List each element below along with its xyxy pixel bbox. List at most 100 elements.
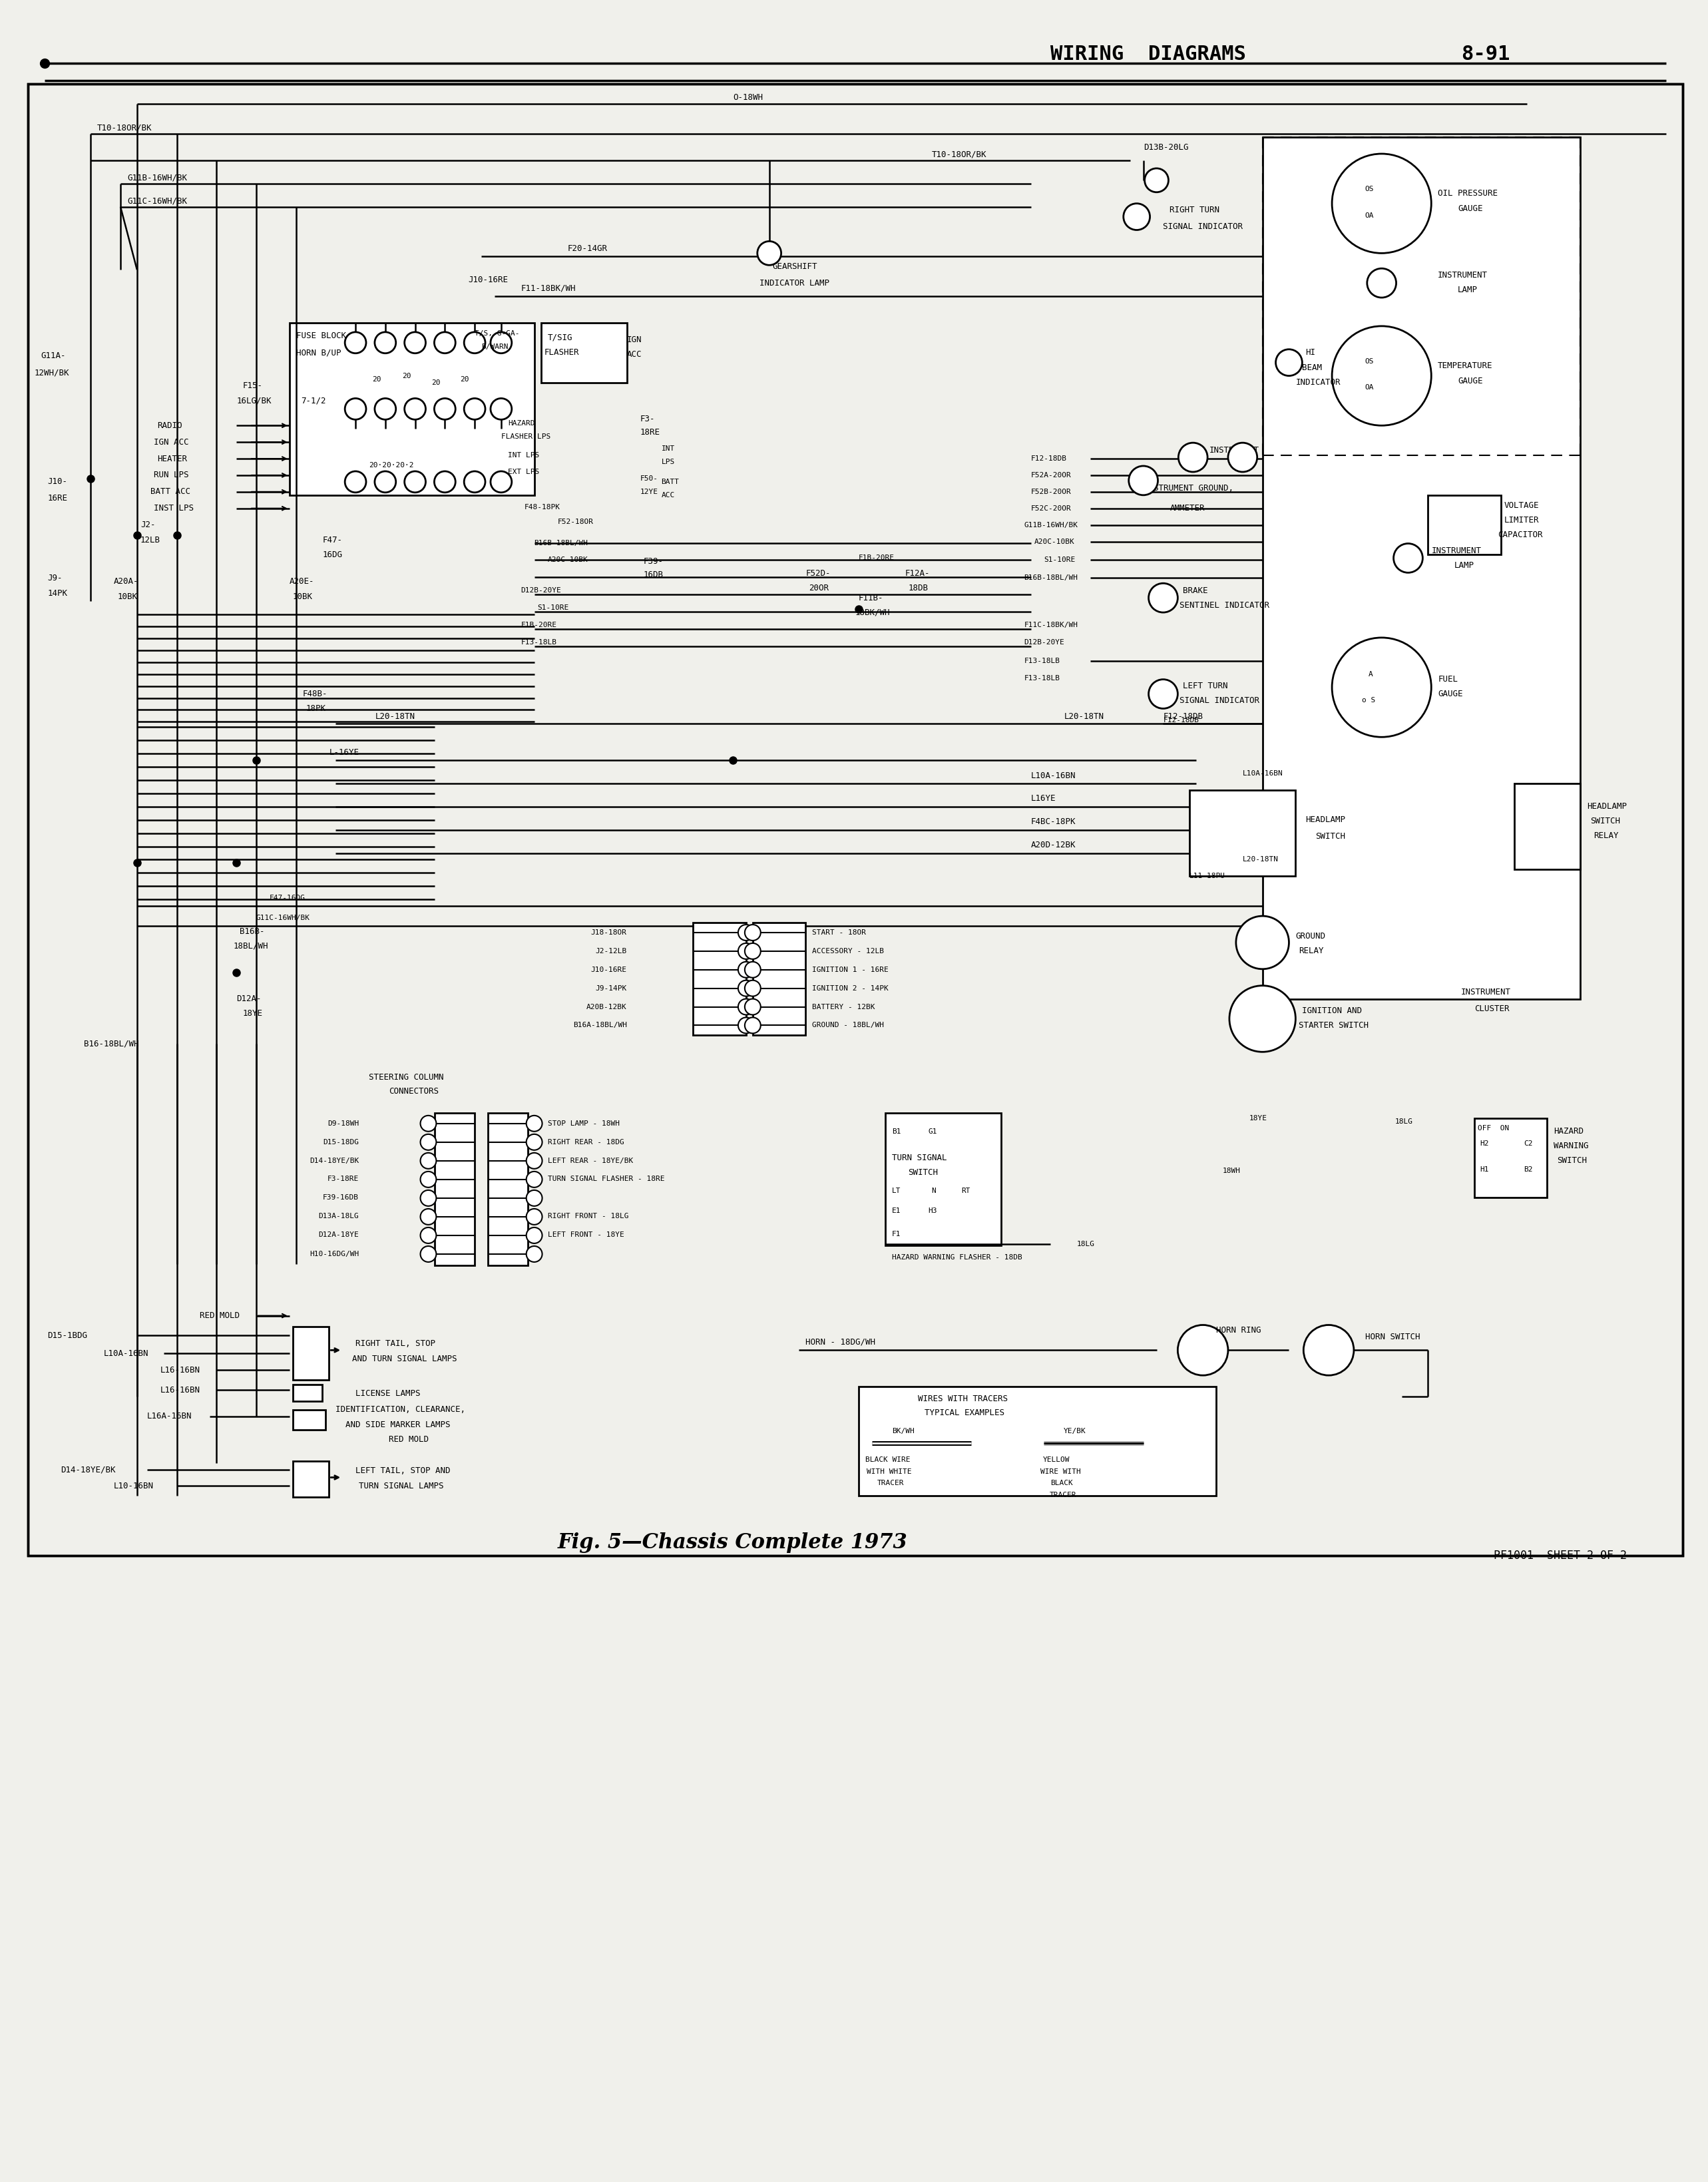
Text: IGN: IGN [627, 336, 642, 345]
Text: H2: H2 [1479, 1139, 1489, 1148]
Text: WIRES WITH TRACERS: WIRES WITH TRACERS [919, 1394, 1008, 1403]
Circle shape [405, 399, 425, 419]
Text: F1: F1 [892, 1231, 900, 1237]
Circle shape [434, 471, 456, 493]
Text: LEFT FRONT - 18YE: LEFT FRONT - 18YE [548, 1231, 623, 1237]
Text: PF1001  SHEET 2 OF 2: PF1001 SHEET 2 OF 2 [1494, 1549, 1628, 1562]
Text: L10A-16BN: L10A-16BN [1243, 770, 1283, 777]
Bar [1474, 1117, 1547, 1198]
Text: HI: HI [1305, 349, 1315, 358]
Text: BATTERY - 12BK: BATTERY - 12BK [813, 1004, 874, 1010]
Text: F15-: F15- [243, 382, 263, 391]
Text: YELLOW: YELLOW [1042, 1455, 1069, 1462]
Text: 18PK: 18PK [306, 705, 326, 714]
Text: AND TURN SIGNAL LAMPS: AND TURN SIGNAL LAMPS [352, 1355, 458, 1364]
Text: A20C-10BK: A20C-10BK [1033, 539, 1074, 546]
Text: G11B-16WH/BK: G11B-16WH/BK [126, 172, 186, 181]
Bar [27, 85, 1682, 1556]
Text: HORN RING: HORN RING [1216, 1327, 1261, 1335]
Circle shape [1276, 349, 1301, 375]
Text: T/SIG: T/SIG [548, 334, 572, 343]
Text: 7-1/2: 7-1/2 [301, 397, 326, 406]
Circle shape [420, 1246, 436, 1261]
Circle shape [1124, 203, 1149, 229]
Bar [859, 1386, 1216, 1497]
Text: STEERING COLUMN: STEERING COLUMN [369, 1074, 444, 1082]
Text: INSTRUMENT: INSTRUMENT [1431, 546, 1481, 554]
Circle shape [1228, 443, 1257, 471]
Text: GROUND - 18BL/WH: GROUND - 18BL/WH [813, 1021, 885, 1028]
Text: 10BK: 10BK [118, 591, 137, 600]
Text: F11-18BK/WH: F11-18BK/WH [521, 284, 576, 292]
Text: LEFT REAR - 18YE/BK: LEFT REAR - 18YE/BK [548, 1156, 634, 1163]
Text: J10-: J10- [48, 478, 68, 487]
Text: 18YE: 18YE [1249, 1115, 1267, 1122]
Text: 16RE: 16RE [48, 493, 68, 502]
Text: F11B-: F11B- [859, 594, 883, 602]
Text: STOP LAMP - 18WH: STOP LAMP - 18WH [548, 1119, 620, 1126]
Text: INST LPS: INST LPS [154, 504, 193, 513]
Circle shape [526, 1135, 541, 1150]
Circle shape [745, 999, 760, 1015]
Circle shape [526, 1189, 541, 1207]
Text: D12A-: D12A- [236, 995, 261, 1004]
Text: 8-91: 8-91 [1460, 44, 1510, 63]
Circle shape [1148, 583, 1179, 613]
Circle shape [738, 943, 753, 960]
Text: J10-16RE: J10-16RE [468, 275, 507, 284]
Text: GAUGE: GAUGE [1438, 690, 1462, 698]
Text: F1B-20RE: F1B-20RE [859, 554, 895, 561]
Bar [436, 1113, 475, 1266]
Text: D14-18YE/BK: D14-18YE/BK [309, 1156, 359, 1163]
Text: L20-18TN: L20-18TN [1243, 855, 1279, 864]
Text: 10BK: 10BK [292, 591, 313, 600]
Text: FUEL: FUEL [1438, 674, 1459, 683]
Text: 18LG: 18LG [1395, 1117, 1413, 1124]
Text: TYPICAL EXAMPLES: TYPICAL EXAMPLES [924, 1410, 1004, 1418]
Text: J2-: J2- [140, 521, 155, 530]
Text: D12A-18YE: D12A-18YE [318, 1231, 359, 1237]
Circle shape [745, 962, 760, 978]
Text: F47-: F47- [323, 537, 342, 546]
Text: L16-16BN: L16-16BN [161, 1366, 200, 1375]
Text: F12-18DB: F12-18DB [1163, 711, 1202, 720]
Bar [292, 1410, 326, 1429]
Text: F52D-: F52D- [806, 570, 830, 578]
Text: WITH WHITE: WITH WHITE [866, 1468, 912, 1475]
Text: TURN SIGNAL LAMPS: TURN SIGNAL LAMPS [359, 1482, 444, 1490]
Text: F48B-: F48B- [302, 690, 328, 698]
Text: VOLTAGE: VOLTAGE [1505, 502, 1539, 511]
Circle shape [405, 332, 425, 353]
Text: INSTRUMENT: INSTRUMENT [1460, 988, 1512, 997]
Text: J9-: J9- [48, 574, 63, 583]
Text: T/S, G-GA-: T/S, G-GA- [475, 329, 519, 336]
Text: H3: H3 [927, 1207, 938, 1215]
Circle shape [526, 1209, 541, 1224]
Text: F52B-20OR: F52B-20OR [1030, 489, 1071, 495]
Text: A20D-12BK: A20D-12BK [1030, 840, 1076, 849]
Text: L20-18TN: L20-18TN [376, 711, 415, 720]
Text: HORN B/UP: HORN B/UP [295, 349, 342, 358]
Circle shape [1144, 168, 1168, 192]
Text: RED MOLD: RED MOLD [389, 1436, 429, 1444]
Circle shape [465, 399, 485, 419]
Text: FLASHER: FLASHER [545, 349, 579, 358]
Text: G11C-16WH/BK: G11C-16WH/BK [126, 196, 186, 205]
Text: J18-18OR: J18-18OR [591, 930, 627, 936]
Circle shape [420, 1152, 436, 1170]
Text: HORN SWITCH: HORN SWITCH [1365, 1333, 1419, 1342]
Circle shape [345, 332, 366, 353]
Circle shape [434, 399, 456, 419]
Text: F13-18LB: F13-18LB [521, 639, 557, 646]
Text: Fig. 5—Chassis Complete 1973: Fig. 5—Chassis Complete 1973 [559, 1532, 909, 1554]
Text: BLACK: BLACK [1050, 1479, 1073, 1486]
Text: D15-18DG: D15-18DG [323, 1139, 359, 1146]
Text: STARTER SWITCH: STARTER SWITCH [1298, 1021, 1368, 1030]
Text: IGNITION 1 - 16RE: IGNITION 1 - 16RE [813, 967, 888, 973]
Text: S1-10RE: S1-10RE [538, 604, 569, 611]
Text: 20: 20 [459, 375, 470, 382]
Text: BATT: BATT [661, 478, 680, 484]
Text: L-16YE: L-16YE [330, 748, 359, 757]
Text: INSTRUMENT GROUND,: INSTRUMENT GROUND, [1143, 484, 1233, 493]
Circle shape [1332, 153, 1431, 253]
